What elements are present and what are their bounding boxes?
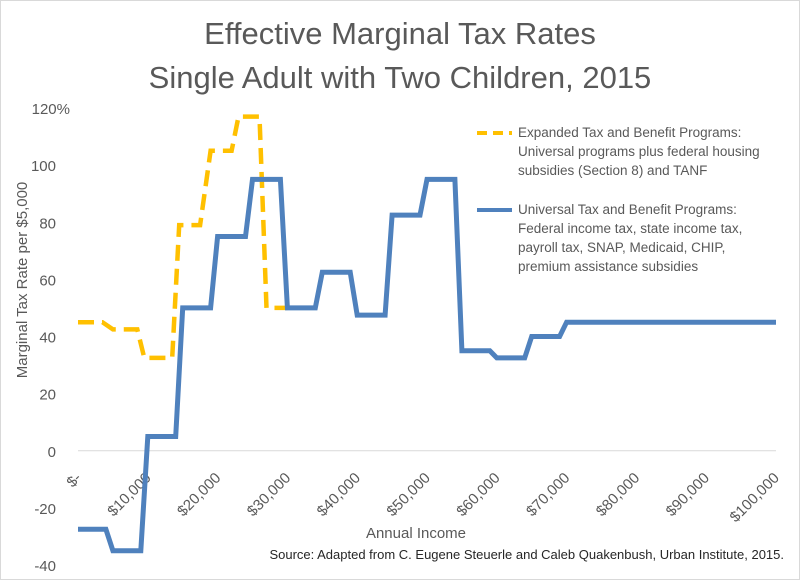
- series-line-universal: [78, 176, 776, 554]
- x-tick-label: $40,000: [314, 470, 364, 520]
- x-tick-label: $70,000: [523, 470, 573, 520]
- y-tick-label: 100: [31, 158, 56, 175]
- y-tick-label: 40: [39, 330, 56, 347]
- x-axis-label: Annual Income: [366, 525, 466, 542]
- x-tick-label: $30,000: [244, 470, 294, 520]
- y-tick-label: 120%: [32, 101, 70, 118]
- x-tick-label: $50,000: [383, 470, 433, 520]
- chart-title-line2: Single Adult with Two Children, 2015: [148, 60, 652, 95]
- source-note: Source: Adapted from C. Eugene Steuerle …: [269, 547, 784, 562]
- x-tick-label: $60,000: [453, 470, 503, 520]
- y-tick-label: -40: [34, 558, 56, 575]
- x-tick-label: $90,000: [663, 470, 713, 520]
- legend-entry-text: subsidies (Section 8) and TANF: [518, 163, 707, 178]
- x-tick-label: $20,000: [174, 470, 224, 520]
- legend-entry-text: premium assistance subsidies: [518, 259, 698, 274]
- x-tick-label: $-: [63, 470, 84, 491]
- x-tick-label: $100,000: [727, 470, 783, 526]
- y-tick-label: -20: [34, 501, 56, 518]
- legend: Expanded Tax and Benefit Programs: Univer…: [477, 125, 760, 274]
- chart-title-line1: Effective Marginal Tax Rates: [204, 16, 596, 51]
- x-tick-label: $80,000: [593, 470, 643, 520]
- series-layer: [78, 114, 776, 554]
- y-tick-label: 60: [39, 272, 56, 289]
- y-tick-label: 0: [48, 444, 56, 461]
- series-line-expanded: [78, 114, 288, 361]
- legend-entry-text: Expanded Tax and Benefit Programs:: [518, 125, 741, 140]
- y-tick-label: 20: [39, 387, 56, 404]
- y-axis-label: Marginal Tax Rate per $5,000: [14, 182, 31, 379]
- legend-entry-text: Federal income tax, state income tax,: [518, 221, 742, 236]
- legend-entry-text: payroll tax, SNAP, Medicaid, CHIP,: [518, 240, 725, 255]
- y-tick-label: 80: [39, 215, 56, 232]
- legend-entry-text: Universal programs plus federal housing: [518, 144, 760, 159]
- legend-entry-text: Universal Tax and Benefit Programs:: [518, 202, 737, 217]
